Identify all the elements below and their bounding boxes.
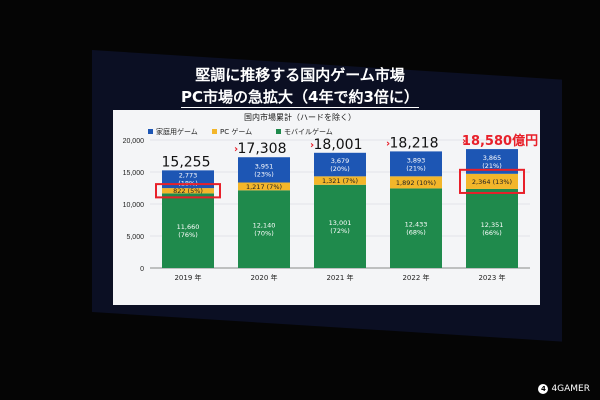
watermark: 4 4GAMER <box>538 384 590 394</box>
growth-arrow-icon: › <box>310 140 314 151</box>
x-tick-label: 2020 年 <box>250 273 277 282</box>
y-tick-label: 15,000 <box>123 170 145 177</box>
legend-label: モバイルゲーム <box>284 127 333 136</box>
data-label: (21%) <box>482 162 502 170</box>
total-label: 18,218 <box>390 135 439 151</box>
data-label: 1,321 (7%) <box>322 177 358 185</box>
data-label: 1,892 (10%) <box>396 179 436 187</box>
legend-swatch <box>148 129 153 134</box>
data-label: (20%) <box>330 165 350 173</box>
legend-swatch <box>276 129 281 134</box>
legend-label: 家庭用ゲーム <box>156 127 198 136</box>
y-tick-label: 10,000 <box>123 202 145 209</box>
watermark-icon: 4 <box>538 384 548 394</box>
total-label: 17,308 <box>238 141 287 157</box>
data-label: (72%) <box>330 227 350 235</box>
x-tick-label: 2021 年 <box>326 273 353 282</box>
data-label: 1,217 (7%) <box>246 183 282 191</box>
watermark-text: 4GAMER <box>551 384 590 394</box>
legend-label: PC ゲーム <box>220 127 252 136</box>
data-label: (76%) <box>178 231 198 239</box>
x-tick-label: 2019 年 <box>174 273 201 282</box>
data-label: 12,140 <box>253 222 276 230</box>
data-label: 3,951 <box>255 162 274 170</box>
data-label: (66%) <box>482 229 502 237</box>
data-label: 2,773 <box>179 172 198 180</box>
data-label: (23%) <box>254 170 274 178</box>
total-label: 15,255 <box>162 154 211 170</box>
y-tick-label: 5,000 <box>126 234 144 241</box>
total-label: 18,580億円 <box>462 133 538 149</box>
x-tick-label: 2023 年 <box>478 273 505 282</box>
data-label: 11,660 <box>177 223 200 231</box>
data-label: (68%) <box>406 229 426 237</box>
growth-arrow-icon: › <box>386 138 390 149</box>
legend-swatch <box>212 129 217 134</box>
data-label: 13,001 <box>329 219 352 227</box>
data-label: 3,893 <box>407 156 426 164</box>
data-label: 3,679 <box>331 157 350 165</box>
y-tick-label: 20,000 <box>123 138 145 145</box>
x-tick-label: 2022 年 <box>402 273 429 282</box>
data-label: 12,433 <box>405 221 428 229</box>
total-label: 18,001 <box>314 137 363 153</box>
data-label: (70%) <box>254 230 274 238</box>
data-label: 2,364 (13%) <box>472 178 512 186</box>
growth-arrow-icon: › <box>462 136 466 147</box>
growth-arrow-icon: › <box>234 144 238 155</box>
data-label: 12,351 <box>481 221 504 229</box>
data-label: 822 (5%) <box>173 187 203 195</box>
data-label: (21%) <box>406 164 426 172</box>
data-label: 3,865 <box>483 154 502 162</box>
y-tick-label: 0 <box>140 266 144 273</box>
